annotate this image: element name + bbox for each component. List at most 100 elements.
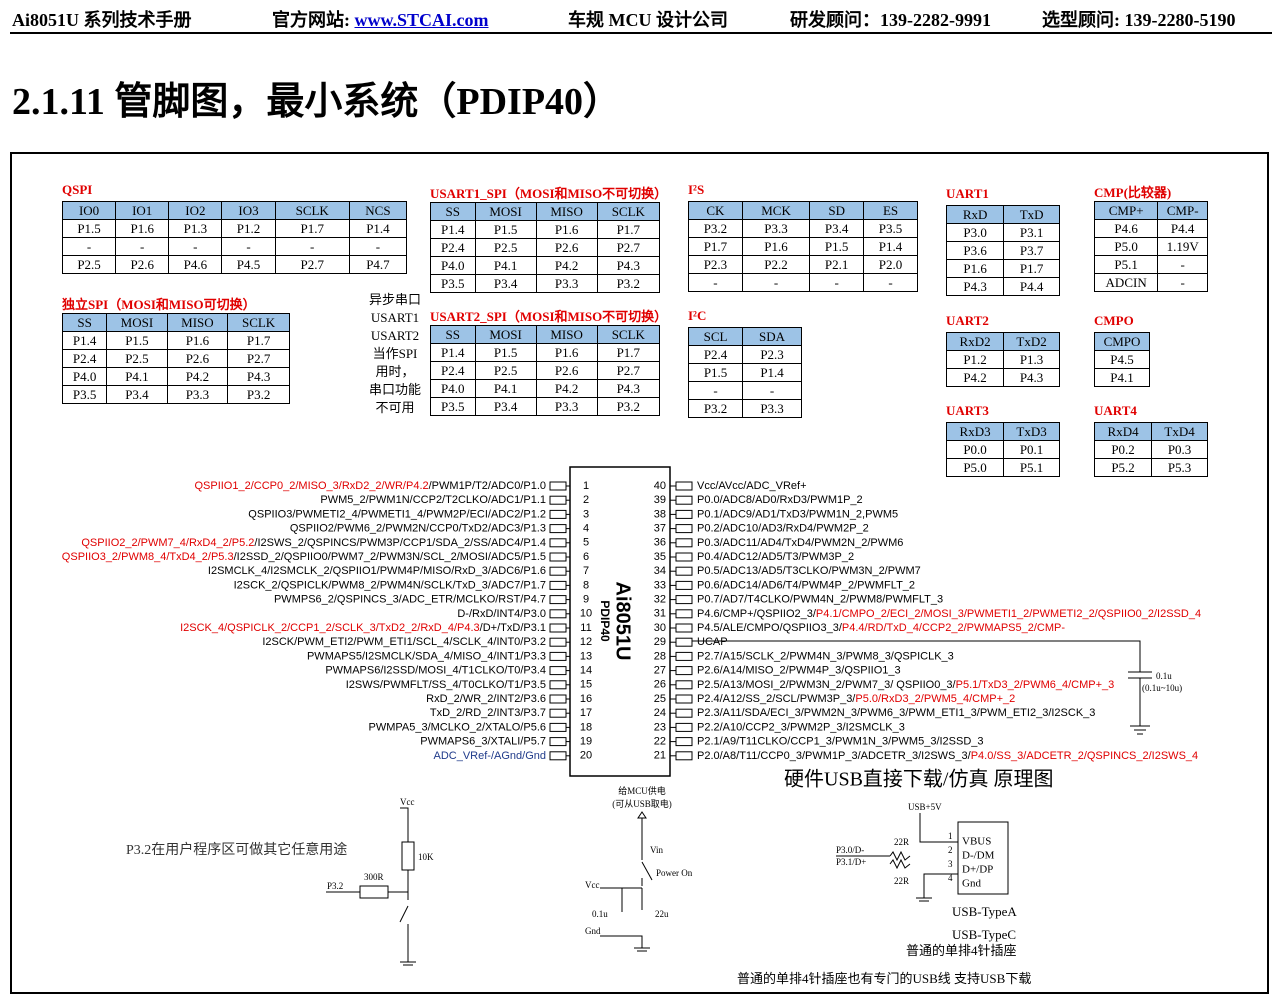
pin-stub: [549, 637, 567, 647]
cell: P1.7: [596, 343, 661, 362]
usb-type-a: USB-TypeA: [952, 904, 1017, 919]
table-title: I²S: [688, 182, 705, 197]
pin-number: 27: [654, 665, 666, 677]
usb-r1: 22R: [894, 837, 909, 847]
header-cell: TxD2: [1003, 332, 1060, 351]
cell: P5.3: [1151, 458, 1208, 477]
cell: P5.1: [1093, 255, 1159, 274]
pin-label: TxD_2/RD_2/INT3/P3.7: [430, 707, 546, 719]
pin-stub: [675, 666, 693, 676]
pin-label-main: D-/RxD/INT4/P3.0: [457, 608, 546, 620]
cell: P2.6: [115, 255, 170, 274]
usb-supply: USB+5V: [908, 802, 942, 812]
pin-label: P4.6/CMP+/QSPIIO2_3/P4.1/CMPO_2/ECI_2/MO…: [697, 608, 1201, 620]
pin-stub: [549, 623, 567, 633]
row: P2.5 P2.6 P4.6 P4.5 P2.7 P4.7: [61, 255, 408, 274]
pin-stub: [675, 637, 693, 647]
header-cell: RxD2: [945, 332, 1005, 351]
header-cell: TxD: [1003, 205, 1060, 224]
pin-label-main: P2.2/A10/CCP2_3/PWM2P_3/I2SMCLK_3: [697, 721, 905, 733]
pin-number: 38: [654, 508, 666, 520]
pin-table: RxD4 TxD4 P0.2 P0.3 P5.2 P5.3: [1093, 422, 1208, 477]
pin-label-alt: P5.1/TxD3_2/PWM6_4/CMP+_3: [956, 679, 1115, 691]
cell: P3.2: [596, 274, 661, 293]
pin-label-main: P2.5/A13/MOSI_2/PWM3N_2/PWM7_3/ QSPIIO0_…: [697, 679, 957, 691]
pin-label-alt: I2SCK_4/QSPICLK_2/CCP1_2/SCLK_3/TxD2_2/R…: [180, 622, 480, 634]
usb-footer: 普通的单排4针插座也有专门的USB线 支持USB下载: [737, 971, 1031, 986]
pin-label: PWM5_2/PWM1N/CCP2/T2CLKO/ADC1/P1.1: [320, 494, 546, 506]
row: P3.2 P3.3: [687, 399, 802, 418]
pin-table: SS MOSI MISO SCLK P1.4 P1.5 P1.6 P1.7 P2.4 P2.5 P2…: [430, 202, 661, 293]
wire: [400, 807, 409, 842]
pin-label-main: P0.2/ADC10/AD3/RxD4/PWM2P_2: [697, 523, 869, 535]
row: P5.0 1.19V: [1093, 237, 1208, 256]
side-note: 异步串口 USART1 USART2 当作SPI 用时， 串口功能 不可用: [360, 291, 430, 417]
website-link[interactable]: www.STCAI.com: [354, 10, 489, 30]
pin-stub: [549, 708, 567, 718]
row: P5.1-: [1093, 255, 1208, 274]
cell: P3.3: [535, 274, 598, 293]
pin-label-main: P2.6/A14/MISO_2/PWM4P_3/QSPIIO1_3: [697, 665, 901, 677]
cell: P5.2: [1093, 458, 1153, 477]
pin-label-alt: P4.4/RD/TxD_4/CCP2_2/PWMAPS5_2/CMP-: [842, 622, 1065, 634]
cell: P3.2: [687, 399, 744, 418]
header-row: CMP+ CMP-: [1093, 201, 1208, 220]
cell: ADCIN: [1093, 273, 1159, 292]
cell: P3.5: [430, 397, 476, 416]
header-row: RxD4 TxD4: [1093, 422, 1208, 441]
pin-number: 17: [580, 707, 592, 719]
pin-stub: [675, 694, 693, 704]
row: P1.5 P1.4: [687, 363, 802, 382]
pin-label-main: PWMAPS6_3/XTALI/P5.7: [420, 736, 546, 748]
power-gnd: Gnd: [585, 926, 601, 936]
pin-stub: [549, 481, 567, 491]
pin-number: 6: [583, 551, 589, 563]
pin-label-main: Vcc/AVcc/ADC_VRef+: [697, 480, 807, 492]
cell: P3.0: [945, 223, 1005, 242]
pin-stub: [675, 708, 693, 718]
wire: [923, 873, 958, 898]
pin-label: I2SCK/PWM_ETI2/PWM_ETI1/SCL_4/SCLK_4/INT…: [262, 636, 546, 648]
cell: P2.4: [687, 345, 744, 364]
row: P3.5 P3.4 P3.3 P3.2: [430, 397, 661, 416]
header-row: CMPO: [1094, 332, 1150, 351]
cell: P0.3: [1151, 440, 1208, 459]
pin-number: 8: [583, 579, 589, 591]
pin-label-main: /I2SWS_2/QSPINCS/PWM3P/CCP1/SDA_2/SS/ADC…: [254, 537, 546, 549]
usb-pin-number: 1: [948, 831, 953, 841]
pin-number: 30: [654, 622, 666, 634]
cell: P4.1: [106, 367, 168, 386]
pin-table: CMPO P4.5 P4.1: [1094, 332, 1150, 387]
pin-stub: [675, 651, 693, 661]
cell: P4.3: [1003, 368, 1060, 387]
pin-label-main: PWM5_2/PWM1N/CCP2/T2CLKO/ADC1/P1.1: [320, 494, 546, 506]
pin-label-main: P0.6/ADC14/AD6/T4/PWM4P_2/PWMFLT_2: [697, 579, 915, 591]
cell: P5.0: [945, 458, 1005, 477]
power-c2: 22u: [655, 909, 669, 919]
row: P3.0 P3.1: [945, 223, 1060, 242]
section-title: 2.1.11 管脚图，最小系统（PDIP40）: [12, 81, 622, 123]
cell: P2.4: [430, 361, 476, 380]
pin-table: CK MCK SD ES P3.2 P3.3 P3.4 P3.5 P1.7 P1.6 P1.5 P1.…: [688, 201, 918, 292]
pin-label-main: /D+/TxD/P3.1: [480, 622, 546, 634]
side-note-line: 用时，: [375, 364, 415, 379]
pin-label-main: P0.7/AD7/T4CLKO/PWM4N_2/PWM8/PWMFLT_3: [697, 594, 943, 606]
header-row: RxD2 TxD2: [945, 332, 1060, 351]
cell: P2.1: [809, 255, 865, 274]
header-row: SS MOSI MISO SCLK: [430, 202, 661, 221]
row: ----: [688, 273, 918, 292]
pin-number: 31: [654, 608, 666, 620]
pin-stub: [675, 552, 693, 562]
table-title: USART2_SPI（MOSI和MISO不可切换）: [430, 309, 668, 324]
pin-label: PWMAPS6_3/XTALI/P5.7: [420, 736, 546, 748]
pin-label: D-/RxD/INT4/P3.0: [457, 608, 546, 620]
pin-stub: [549, 694, 567, 704]
header-cell: SCLK: [596, 325, 661, 344]
pin-number: 28: [654, 650, 666, 662]
pin-number: 24: [654, 707, 666, 719]
pin-number: 12: [580, 636, 592, 648]
pin-label-main: I2SWS/PWMFLT/SS_4/T0CLKO/T1/P3.5: [346, 679, 546, 691]
pin-label-main: PWMAPS6/I2SSD/MOSI_4/T1CLKO/T0/P3.4: [325, 665, 546, 677]
header-cell: SS: [430, 202, 476, 221]
